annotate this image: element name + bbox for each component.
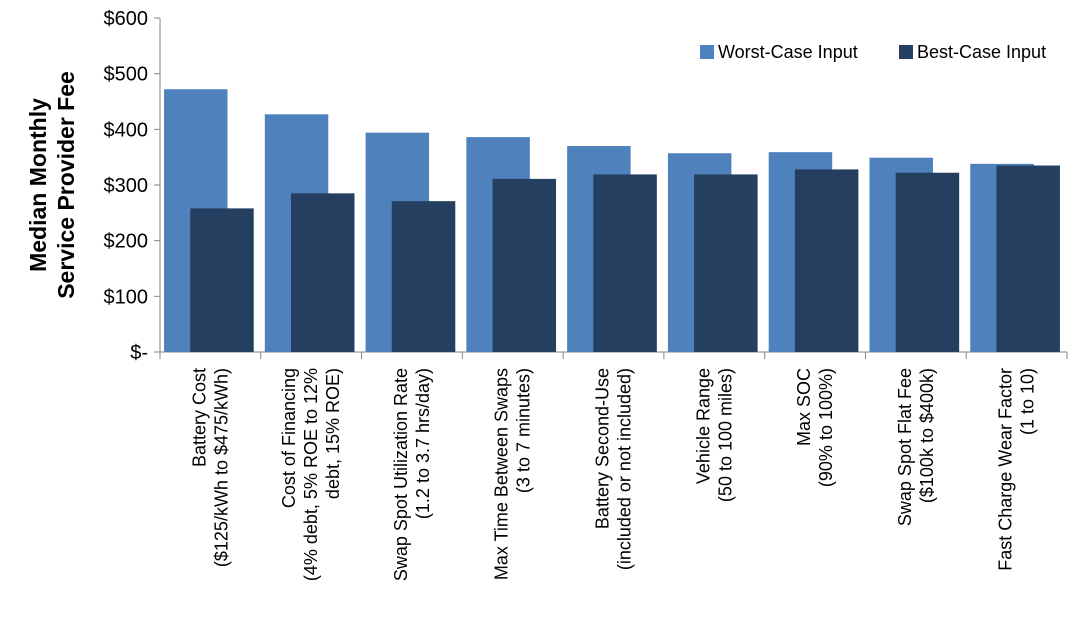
category-label-line: Vehicle Range bbox=[693, 368, 713, 484]
category-label-line: Cost of Financing bbox=[279, 368, 299, 508]
bar-best-case bbox=[593, 174, 657, 352]
category-labels: Battery Cost ($125/kWh to $475/kWh) Cost o… bbox=[189, 368, 1037, 581]
category-label-line: ($125/kWh to $475/kWh) bbox=[211, 368, 231, 567]
category-label-line: Swap Spot Flat Fee bbox=[895, 368, 915, 526]
y-axis: $- $100 $200 $300 $400 $500 $600 bbox=[104, 8, 161, 364]
category-label: Battery Cost ($125/kWh to $475/kWh) bbox=[189, 368, 231, 567]
category-label-line: (1.2 to 3.7 hrs/day) bbox=[413, 368, 433, 519]
y-tick-label: $400 bbox=[104, 119, 149, 141]
bar-best-case bbox=[190, 208, 254, 352]
category-label-line: (50 to 100 miles) bbox=[715, 368, 735, 502]
legend-swatch-worst-case bbox=[700, 45, 714, 59]
legend-label-worst-case: Worst-Case Input bbox=[718, 42, 858, 62]
category-label-line: ($100k to $400k) bbox=[917, 368, 937, 503]
category-label-line: Battery Second-Use bbox=[593, 368, 613, 529]
x-axis bbox=[159, 351, 1068, 359]
bar-best-case bbox=[794, 169, 859, 352]
category-label: Fast Charge Wear Factor (1 to 10) bbox=[996, 368, 1038, 571]
category-label: Cost of Financing (4% debt, 5% ROE to 12%… bbox=[279, 368, 343, 581]
y-tick-label: $600 bbox=[104, 8, 149, 30]
y-tick-label: $300 bbox=[104, 175, 149, 197]
category-label-line: Max Time Between Swaps bbox=[492, 368, 512, 580]
bar-best-case bbox=[291, 193, 355, 352]
y-axis-label: Median Monthly Service Provider Fee bbox=[25, 71, 79, 299]
y-tick-label: $500 bbox=[104, 64, 149, 86]
category-label: Vehicle Range (50 to 100 miles) bbox=[693, 368, 735, 502]
bar-best-case bbox=[895, 172, 960, 352]
category-label: Swap Spot Flat Fee ($100k to $400k) bbox=[895, 368, 937, 526]
y-tick-label: $200 bbox=[104, 231, 149, 253]
category-label-line: debt, 15% ROE) bbox=[323, 368, 343, 499]
legend-label-best-case: Best-Case Input bbox=[917, 42, 1046, 62]
bar-best-case bbox=[492, 178, 557, 352]
bars bbox=[164, 89, 1060, 352]
bar-best-case bbox=[694, 174, 758, 352]
category-label: Battery Second-Use (included or not inclu… bbox=[593, 368, 635, 570]
bar-best-case bbox=[391, 201, 456, 352]
category-label-line: Max SOC bbox=[794, 368, 814, 446]
legend-swatch-best-case bbox=[899, 45, 913, 59]
category-label: Max SOC (90% to 100%) bbox=[794, 368, 836, 487]
y-tick-label: $100 bbox=[104, 286, 149, 308]
category-label: Max Time Between Swaps (3 to 7 minutes) bbox=[492, 368, 534, 580]
category-label-line: Battery Cost bbox=[189, 368, 209, 467]
y-axis-label-line: Service Provider Fee bbox=[53, 71, 79, 299]
category-label-line: Swap Spot Utilization Rate bbox=[391, 368, 411, 581]
category-label: Swap Spot Utilization Rate (1.2 to 3.7 hr… bbox=[391, 368, 433, 581]
y-axis-label-line: Median Monthly bbox=[25, 98, 51, 272]
category-label-line: (3 to 7 minutes) bbox=[514, 368, 534, 493]
legend: Worst-Case Input Best-Case Input bbox=[700, 42, 1046, 62]
category-label-line: Fast Charge Wear Factor bbox=[996, 368, 1016, 571]
y-tick-label: $- bbox=[130, 342, 148, 364]
category-label-line: (1 to 10) bbox=[1018, 368, 1038, 435]
category-label-line: (90% to 100%) bbox=[816, 368, 836, 487]
category-label-line: (included or not included) bbox=[615, 368, 635, 570]
bar-best-case bbox=[996, 165, 1060, 352]
category-label-line: (4% debt, 5% ROE to 12% bbox=[301, 368, 321, 581]
